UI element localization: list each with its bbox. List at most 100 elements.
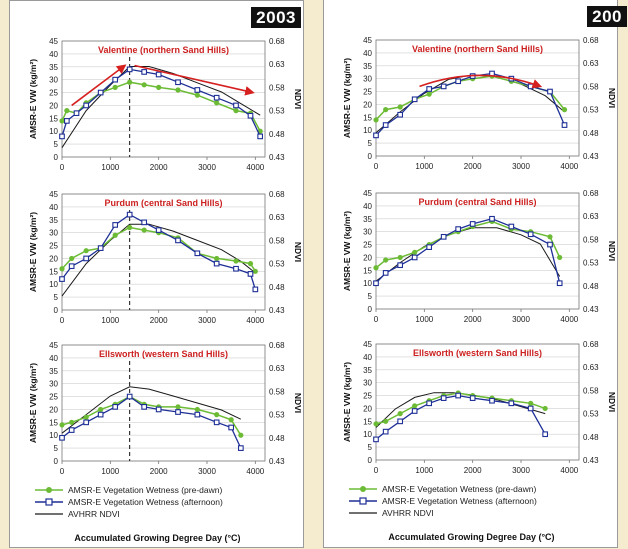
- y2-axis-label: NDVI: [293, 89, 303, 109]
- y2-tick-label: 0.43: [583, 456, 599, 465]
- y-tick-label: 40: [49, 203, 58, 212]
- legend-swatch-ndvi: [35, 513, 63, 515]
- y2-tick-label: 0.53: [583, 410, 599, 419]
- afternoon-point: [233, 265, 239, 272]
- pre-dawn-point: [373, 265, 379, 271]
- region-title: Purdum (central Sand Hills): [104, 198, 222, 208]
- ndvi-line: [61, 66, 261, 148]
- y-tick-label: 30: [49, 380, 58, 389]
- afternoon-point: [440, 83, 447, 90]
- pre-dawn-point: [127, 79, 133, 85]
- y-tick-label: 5: [54, 293, 59, 302]
- afternoon-point: [175, 79, 181, 86]
- y-tick-label: 45: [49, 190, 58, 199]
- y-tick-label: 0: [54, 306, 59, 315]
- x-tick-label: 4000: [246, 163, 264, 172]
- y-tick-label: 35: [49, 216, 58, 225]
- pre-dawn-point: [557, 254, 563, 261]
- x-tick-label: 4000: [560, 315, 578, 324]
- y-tick-label: 45: [49, 341, 58, 350]
- pre-dawn-point: [59, 266, 65, 272]
- subchart-1: 0 5 10 15 20 25 30 35 40 45 0.43 0.48 0.53 0.58 0.63 0.…: [342, 36, 617, 171]
- region-title: Valentine (northern Sand Hills): [412, 44, 543, 54]
- afternoon-point: [257, 133, 264, 140]
- afternoon-point: [382, 122, 389, 128]
- x-tick-label: 2000: [464, 162, 482, 171]
- pre-dawn-point: [69, 419, 75, 425]
- y-tick-label: 40: [363, 49, 372, 58]
- y-tick-label: 45: [363, 189, 372, 198]
- pre-dawn-line: [375, 75, 566, 121]
- y-tick-label: 0: [54, 153, 59, 162]
- y-tick-label: 25: [363, 241, 372, 250]
- pre-dawn-point: [127, 224, 133, 231]
- pre-dawn-point: [233, 108, 239, 114]
- y-tick-label: 0: [54, 457, 59, 466]
- chart-area-2004: 0 5 10 15 20 25 30 35 40 45 0.43 0.48 0.53 0.58 0.63 0.…: [342, 36, 617, 475]
- y-tick-label: 35: [363, 62, 372, 71]
- panel-2003: 2003 0 5 10 15 20 25 30 35 40 45 0.43 0.48 0.53 0.58 0…: [9, 0, 304, 548]
- chart-area-2003: 0 5 10 15 20 25 30 35 40 45 0.43 0.48 0.53 0.58 0.63 0.…: [28, 37, 303, 476]
- legend-label-afternoon: AMSR-E Vegetation Wetness (afternoon): [382, 496, 537, 506]
- subchart-1: 0 5 10 15 20 25 30 35 40 45 0.43 0.48 0.53 0.58 0.63 0.…: [28, 37, 303, 172]
- afternoon-point: [83, 419, 90, 426]
- pre-dawn-point: [83, 248, 89, 254]
- pre-dawn-point: [175, 404, 181, 410]
- afternoon-point: [508, 223, 515, 230]
- pre-dawn-point: [412, 403, 418, 409]
- region-title: Purdum (central Sand Hills): [418, 197, 536, 207]
- y2-tick-label: 0.63: [583, 212, 599, 221]
- y-tick-label: 10: [49, 280, 58, 289]
- afternoon-point: [141, 69, 148, 75]
- afternoon-point: [489, 215, 495, 222]
- y-tick-label: 10: [363, 279, 372, 288]
- afternoon-point: [155, 406, 162, 413]
- legend-label-pre-dawn: AMSR-E Vegetation Wetness (pre-dawn): [382, 484, 537, 494]
- pre-dawn-point: [426, 91, 432, 97]
- afternoon-point: [455, 392, 462, 399]
- ndvi-line: [61, 386, 242, 434]
- y2-axis-label: NDVI: [293, 242, 303, 262]
- afternoon-point: [373, 280, 379, 287]
- x-tick-label: 4000: [246, 467, 264, 476]
- afternoon-point: [411, 408, 418, 414]
- plot-frame: [375, 192, 580, 310]
- pre-dawn-point: [561, 107, 568, 113]
- y2-tick-label: 0.68: [269, 341, 285, 350]
- year-badge: 200: [587, 6, 627, 27]
- region-title: Valentine (northern Sand Hills): [98, 45, 229, 55]
- y-tick-label: 20: [49, 101, 58, 110]
- pre-dawn-point: [397, 104, 403, 110]
- afternoon-point: [73, 110, 80, 117]
- region-title: Ellsworth (western Sand Hills): [413, 348, 542, 358]
- afternoon-point: [508, 400, 515, 407]
- afternoon-point: [97, 245, 104, 251]
- y2-tick-label: 0.58: [269, 387, 285, 396]
- afternoon-point: [561, 122, 568, 128]
- pre-dawn-point: [59, 118, 65, 124]
- afternoon-point: [59, 434, 65, 441]
- afternoon-point: [68, 263, 75, 270]
- afternoon-point: [175, 409, 181, 415]
- afternoon-point: [455, 226, 462, 232]
- x-tick-label: 0: [60, 316, 65, 325]
- y2-tick-label: 0.53: [583, 259, 599, 268]
- y2-tick-label: 0.43: [269, 306, 285, 315]
- pre-dawn-point: [383, 418, 389, 424]
- legend-swatch-ndvi: [349, 512, 377, 514]
- x-tick-label: 3000: [512, 162, 530, 171]
- y-tick-label: 35: [363, 366, 372, 375]
- x-tick-label: 0: [374, 315, 379, 324]
- y-tick-label: 35: [49, 63, 58, 72]
- afternoon-point: [68, 427, 75, 433]
- afternoon-point: [426, 400, 433, 407]
- y2-tick-label: 0.68: [583, 340, 599, 349]
- trend-arrow: [134, 64, 255, 96]
- pre-dawn-point: [112, 84, 118, 90]
- afternoon-point: [141, 404, 148, 410]
- y-tick-label: 5: [368, 139, 373, 148]
- y-tick-label: 25: [49, 89, 58, 98]
- y-tick-label: 30: [363, 75, 372, 84]
- afternoon-point: [455, 78, 462, 85]
- afternoon-point: [155, 227, 162, 233]
